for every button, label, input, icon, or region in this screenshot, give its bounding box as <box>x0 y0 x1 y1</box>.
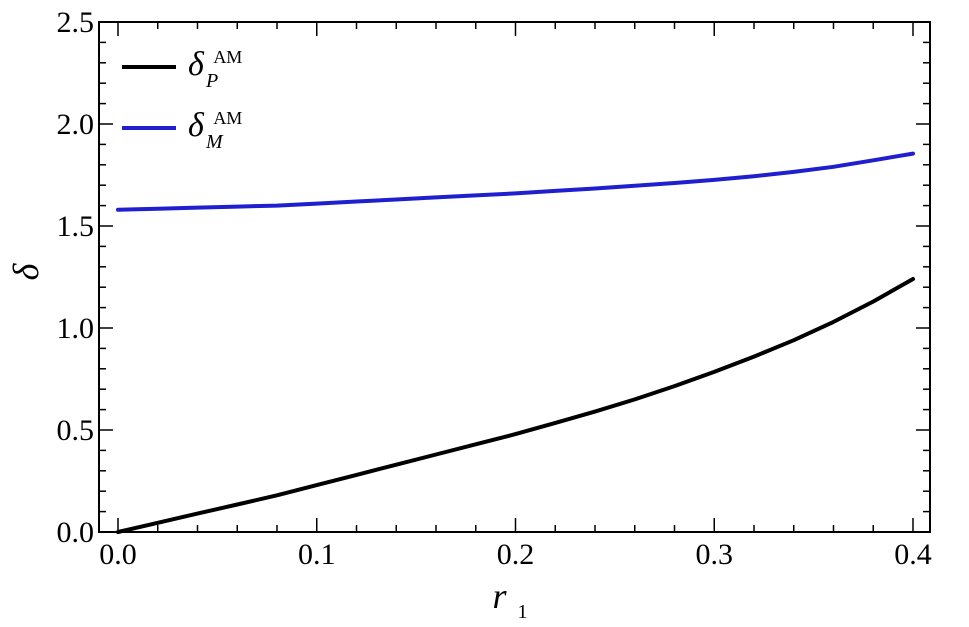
legend-sup-m: AM <box>213 108 242 128</box>
x-tick-label: 0.4 <box>894 538 932 571</box>
x-axis-label-sub: 1 <box>518 601 528 623</box>
data-series <box>116 151 915 534</box>
legend-base-m: δ <box>188 107 205 144</box>
series-line-p <box>116 277 915 534</box>
legend-item-p: δ AM P <box>122 34 251 92</box>
plot-frame <box>98 21 931 533</box>
y-tick-label: 1.5 <box>57 210 95 243</box>
y-tick-label: 0.0 <box>57 516 95 549</box>
y-axis-label: δ <box>6 262 46 280</box>
legend-sub-m: M <box>205 131 224 153</box>
y-tick-label: 2.0 <box>57 108 95 141</box>
legend-sup-p: AM <box>213 47 242 67</box>
plot-border <box>98 21 931 533</box>
y-tick-label: 0.5 <box>57 414 95 447</box>
x-axis-label: r 1 <box>492 576 527 623</box>
axis-tick-labels: 0.0 0.1 0.2 0.3 0.4 0.0 0.5 1.0 1.5 2.0 2.5 <box>57 6 932 571</box>
legend-sub-p: P <box>205 70 218 92</box>
legend: δ AM P δ AM M <box>122 34 251 153</box>
x-tick-label: 0.2 <box>497 538 535 571</box>
legend-item-m: δ AM M <box>122 95 251 153</box>
series-line-m <box>116 151 915 212</box>
y-tick-label: 1.0 <box>57 312 95 345</box>
axis-ticks <box>99 21 930 533</box>
legend-base-p: δ <box>188 46 205 83</box>
svg-text:δ AM M: δ AM M <box>188 95 251 153</box>
x-tick-label: 0.0 <box>99 538 137 571</box>
y-tick-label: 2.5 <box>57 6 95 39</box>
x-tick-label: 0.1 <box>298 538 336 571</box>
x-tick-label: 0.3 <box>696 538 734 571</box>
x-axis-label-main: r <box>492 576 507 616</box>
svg-text:δ AM P: δ AM P <box>188 34 251 92</box>
